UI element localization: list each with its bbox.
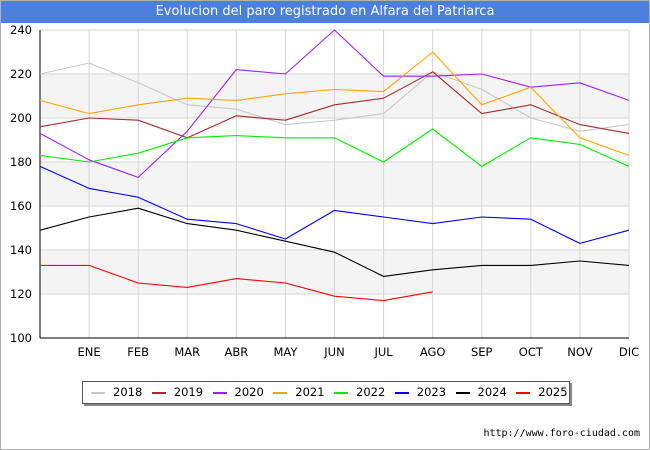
series-lines xyxy=(39,29,630,302)
legend-swatch xyxy=(516,391,531,394)
series-line-2024 xyxy=(39,207,630,277)
series-line-2019 xyxy=(39,71,630,139)
legend-item-2019: 2019 xyxy=(151,382,204,403)
x-tick-label: JUL xyxy=(373,345,393,359)
legend-swatch xyxy=(91,391,105,394)
series-line-2023 xyxy=(39,165,630,244)
legend-label: 2018 xyxy=(113,385,143,399)
x-tick-label: SEP xyxy=(471,345,493,359)
y-tick-label: 120 xyxy=(10,287,32,301)
x-tick-label: ABR xyxy=(224,345,248,359)
x-tick-label: OCT xyxy=(519,345,544,359)
legend-label: 2024 xyxy=(477,385,507,399)
legend-swatch xyxy=(273,391,288,394)
source-credit: http://www.foro-ciudad.com xyxy=(483,428,640,439)
x-tick-label: MAY xyxy=(273,345,298,359)
tick-labels: 100 120 140 160 180 200 220 240 ENE FEB MAR ABR MAY J… xyxy=(10,23,639,359)
axes xyxy=(39,30,629,339)
legend-label: 2023 xyxy=(416,385,447,399)
legend-swatch xyxy=(455,391,470,394)
legend-label: 2021 xyxy=(295,385,325,399)
legend-swatch xyxy=(334,391,348,394)
legend-item-2023: 2023 xyxy=(394,382,447,403)
y-tick-label: 100 xyxy=(10,331,32,345)
legend-label: 2022 xyxy=(356,385,386,399)
legend-item-2024: 2024 xyxy=(455,382,507,403)
legend-item-2022: 2022 xyxy=(334,382,385,403)
legend-label: 2019 xyxy=(173,385,204,399)
legend-item-2018: 2018 xyxy=(91,382,142,403)
series-line-2021 xyxy=(39,51,630,156)
legend-label: 2025 xyxy=(538,385,568,399)
legend: 2018 2019 2020 2021 2022 2023 2024 2025 xyxy=(82,381,570,404)
y-tick-label: 220 xyxy=(10,67,32,81)
legend-item-2021: 2021 xyxy=(273,382,325,403)
legend-swatch xyxy=(394,391,409,394)
chart-title: Evolucion del paro registrado en Alfara … xyxy=(1,1,649,23)
y-tick-label: 180 xyxy=(10,155,32,169)
y-tick-label: 160 xyxy=(10,199,32,213)
series-line-2018 xyxy=(39,62,630,132)
legend-item-2025: 2025 xyxy=(516,382,568,403)
legend-swatch xyxy=(212,391,227,394)
legend-label: 2020 xyxy=(234,385,264,399)
legend-swatch xyxy=(151,391,166,394)
x-tick-label: AGO xyxy=(420,345,446,359)
y-tick-label: 200 xyxy=(10,111,32,125)
x-tick-label: FEB xyxy=(127,345,149,359)
x-tick-label: ENE xyxy=(78,345,101,359)
x-tick-label: DIC xyxy=(619,345,639,359)
x-tick-label: JUN xyxy=(323,345,344,359)
legend-item-2020: 2020 xyxy=(212,382,264,403)
y-tick-label: 240 xyxy=(10,23,32,37)
y-tick-label: 140 xyxy=(10,243,32,257)
series-line-2022 xyxy=(39,128,630,167)
x-tick-label: NOV xyxy=(567,345,592,359)
series-line-2025 xyxy=(40,264,433,302)
x-tick-label: MAR xyxy=(174,345,200,359)
